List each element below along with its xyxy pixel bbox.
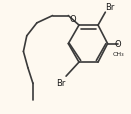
Text: Br: Br	[105, 3, 114, 12]
Text: CH₃: CH₃	[112, 51, 124, 56]
Text: O: O	[115, 40, 122, 49]
Text: Br: Br	[56, 79, 65, 88]
Text: O: O	[69, 15, 76, 24]
